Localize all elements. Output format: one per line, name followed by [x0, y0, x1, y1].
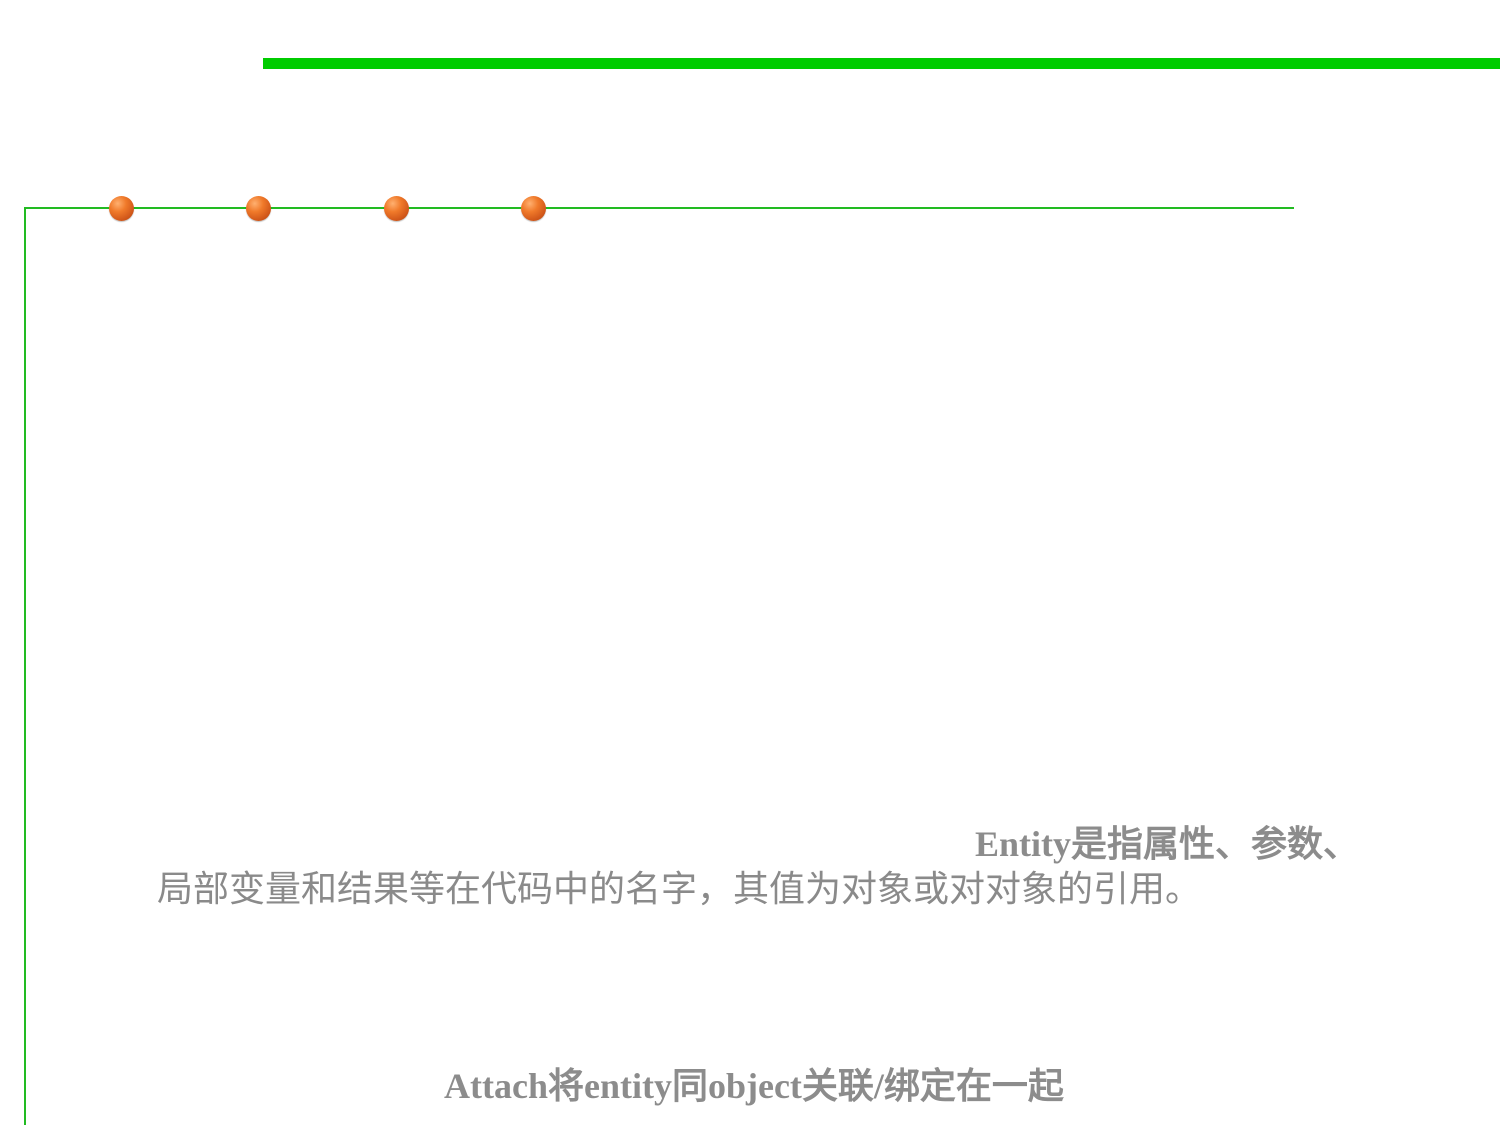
orange-bullet-icon	[109, 196, 134, 221]
entity-definition-line-1: Entity是指属性、参数、	[975, 824, 1360, 864]
vertical-rule	[24, 207, 26, 1125]
orange-bullet-icon	[246, 196, 271, 221]
attach-definition: Attach将entity同object关联/绑定在一起	[444, 1066, 1064, 1106]
horizontal-rule	[24, 207, 1294, 209]
orange-bullet-icon	[521, 196, 546, 221]
entity-definition-line-2: 局部变量和结果等在代码中的名字，其值为对象或对对象的引用。	[157, 869, 1202, 909]
header-accent-bar	[263, 58, 1500, 69]
orange-bullet-icon	[384, 196, 409, 221]
